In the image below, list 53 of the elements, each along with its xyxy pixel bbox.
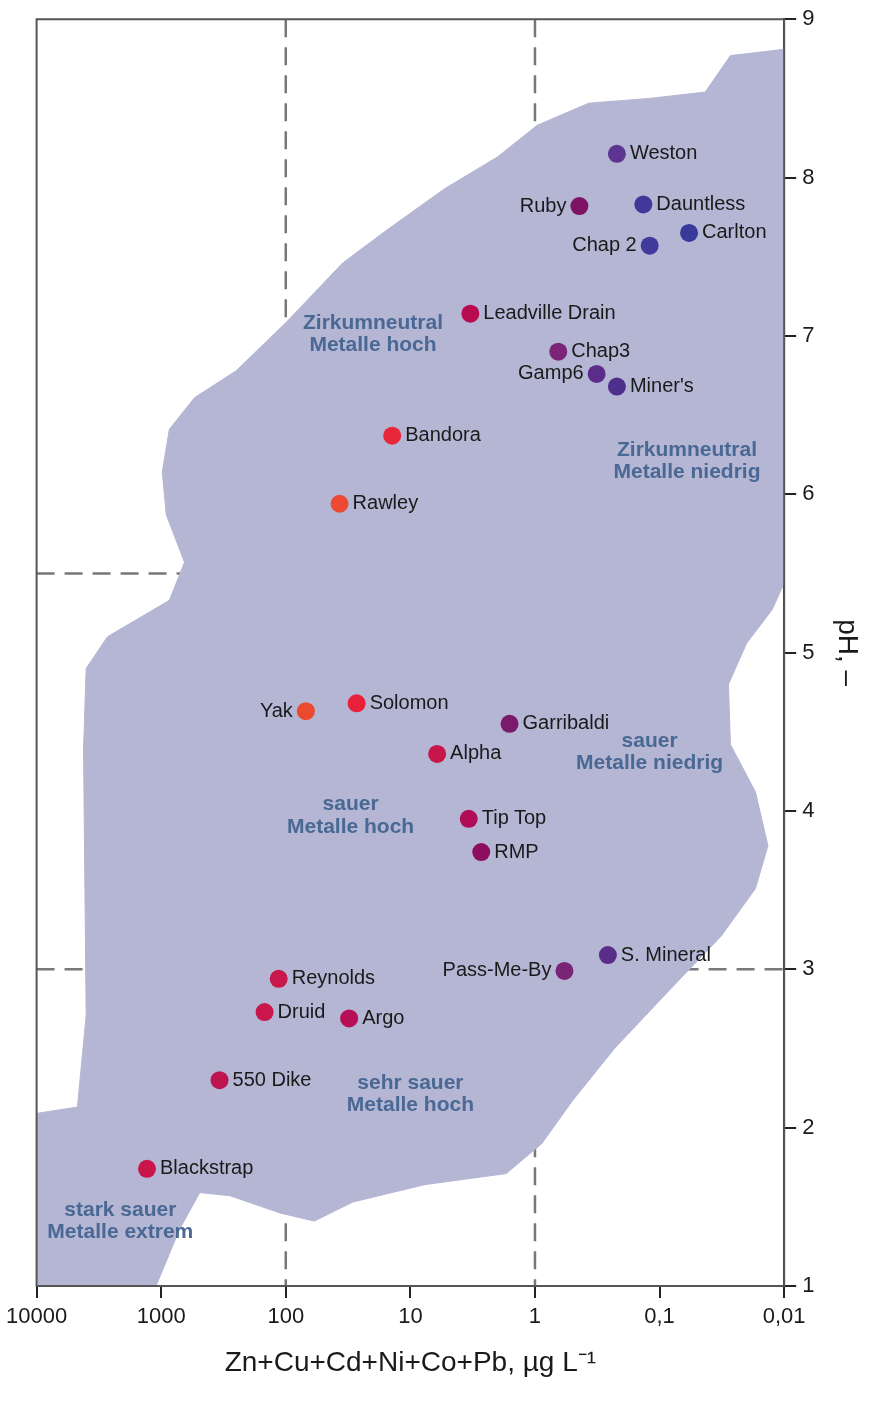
annotation: Chap3 [571,339,631,362]
annotation: 550 Dike [232,1067,312,1090]
y-tick-label: 7 [802,321,815,347]
annotation: Metalle niedrig [576,750,724,774]
annotation: Alpha [450,741,503,764]
annotation: Metalle hoch [309,332,437,356]
annotation: sauer [322,791,379,815]
y-tick-label: 5 [802,638,815,664]
annotation: Metalle hoch [346,1092,474,1116]
annotation: Weston [629,141,698,164]
y-tick-label: 4 [802,797,815,823]
annotation: RMP [494,839,539,862]
annotation: Bandora [405,423,482,446]
x-tick-label: 10 [398,1303,423,1329]
annotation: Reynolds [291,966,376,989]
annotation: Zirkumneutral [302,310,444,334]
annotation: Dauntless [656,191,746,214]
annotation: Chap 2 [572,233,637,256]
annotation: Druid [277,999,326,1022]
annotation: Tip Top [481,806,547,829]
annotation: Miner's [629,374,694,397]
x-tick-label: 10000 [5,1303,68,1329]
x-axis-title: Zn+Cu+Cd+Ni+Co+Pb, µg L⁻¹ [224,1345,597,1377]
annotation: Gamp6 [518,361,584,384]
y-tick-label: 1 [802,1272,815,1298]
annotation: Ruby [519,193,567,216]
annotation: Solomon [369,690,449,713]
annotation: Yak [259,698,294,721]
y-tick-label: 9 [802,5,815,31]
annotation: Pass-Me-By [442,958,552,981]
x-tick-label: 100 [267,1303,305,1329]
annotation: Carlton [702,220,767,243]
annotation: S. Mineral [620,942,711,965]
annotation: sauer [621,728,678,752]
y-tick-label: 8 [802,163,815,189]
annotation: sehr sauer [357,1070,464,1094]
annotation: Rawley [352,491,419,514]
annotation: stark sauer [64,1196,177,1220]
annotation: Zirkumneutral [616,436,757,460]
annotation: Leadville Drain [483,301,616,324]
y-tick-label: 6 [802,480,815,506]
annotation: Garribaldi [522,711,610,734]
x-tick-label: 1 [528,1303,542,1329]
x-tick-label: 0,1 [644,1303,675,1329]
annotation: Metalle hoch [286,813,415,837]
annotation: Argo [362,1005,405,1028]
y-tick-label: 2 [802,1113,815,1139]
y-tick-label: 3 [802,955,815,981]
annotation: Metalle niedrig [613,458,761,482]
x-tick-label: 0,01 [762,1303,806,1329]
y-axis-title: pH, – [833,619,865,687]
annotation: Blackstrap [159,1156,254,1179]
x-tick-label: 1000 [136,1303,186,1329]
